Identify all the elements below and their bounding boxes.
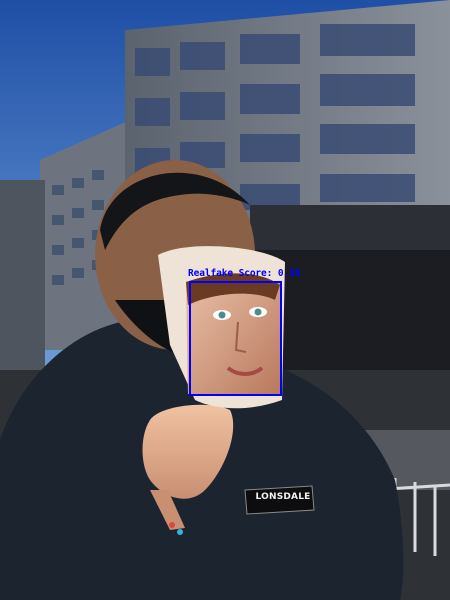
- face-detection-box: [189, 281, 282, 396]
- detection-score-label: Realfake Score: 0.38: [188, 268, 301, 279]
- jacket-brand-patch: LONSDALE: [255, 492, 311, 502]
